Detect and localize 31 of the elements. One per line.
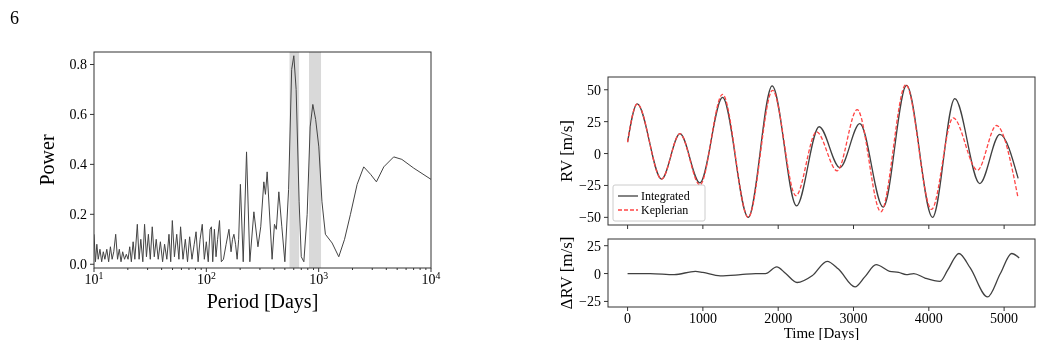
line-series xyxy=(626,84,1019,218)
x-axis-title: Period [Days] xyxy=(206,290,319,313)
text: 6 xyxy=(10,8,19,28)
y-tick-label: −25 xyxy=(579,178,601,194)
y-tick-label: 0.6 xyxy=(69,107,87,123)
x-tick-label: 2000 xyxy=(764,311,793,326)
y-tick-label: 0.8 xyxy=(69,57,87,73)
y-tick-label: 0.0 xyxy=(69,257,87,273)
x-tick-label: 10$^{3}$ xyxy=(309,269,329,287)
x-tick-label: 5000 xyxy=(990,311,1019,326)
x-tick-label: 0 xyxy=(624,311,632,326)
x-tick-label: 1000 xyxy=(688,311,717,326)
legend-label: Integrated xyxy=(641,189,690,203)
y-axis-title: ΔRV [m/s] xyxy=(557,236,576,310)
y-tick-label: 0.2 xyxy=(69,207,87,223)
y-tick-label: −25 xyxy=(579,294,601,310)
x-tick-label: 4000 xyxy=(914,311,943,326)
legend-label: Keplerian xyxy=(641,203,689,217)
x-tick-label: 10$^{2}$ xyxy=(196,269,216,287)
line-series xyxy=(626,252,1020,298)
y-tick-label: 25 xyxy=(587,238,601,254)
y-tick-label: 0.4 xyxy=(69,157,87,173)
y-axis-title: RV [m/s] xyxy=(557,119,576,183)
x-tick-label: 10$^{4}$ xyxy=(421,269,441,287)
x-tick-label: 10$^{1}$ xyxy=(84,269,104,287)
y-tick-label: 25 xyxy=(587,114,601,130)
y-tick-label: 50 xyxy=(587,82,601,98)
y-tick-label: −50 xyxy=(579,210,601,226)
y-axis-title: Power xyxy=(36,134,58,186)
y-tick-label: 0 xyxy=(594,146,601,162)
x-tick-label: 3000 xyxy=(839,311,868,326)
